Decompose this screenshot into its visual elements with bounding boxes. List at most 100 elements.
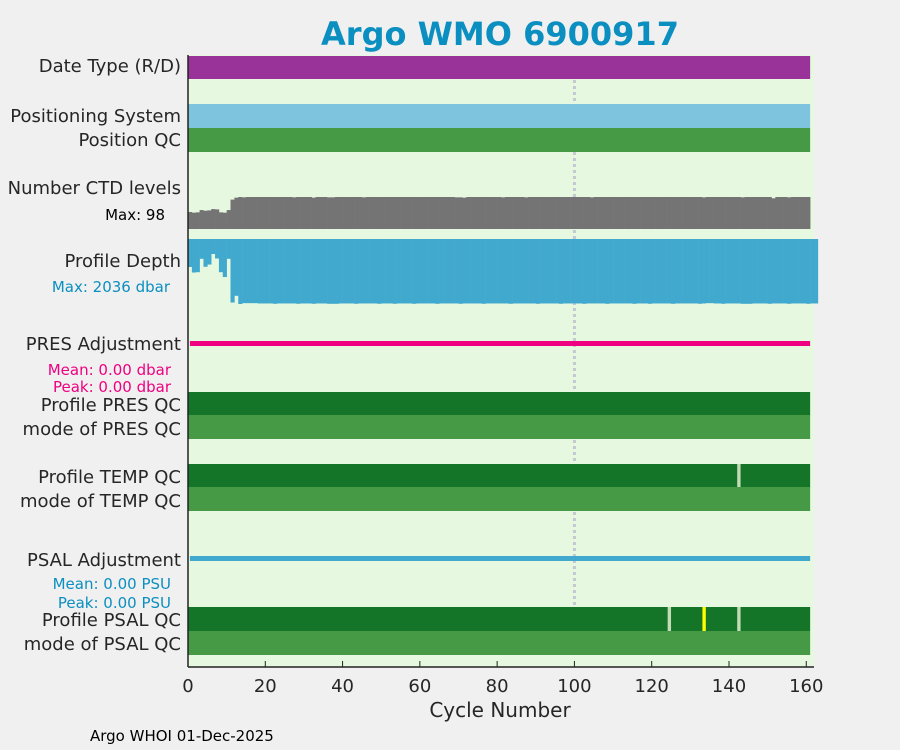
profile-depth-bar bbox=[659, 239, 664, 304]
label-profile-pres-qc: Profile PRES QC bbox=[41, 395, 181, 416]
ctd-levels-bar bbox=[717, 197, 722, 229]
profile-depth-bar bbox=[245, 239, 251, 304]
profile-depth-bar bbox=[373, 239, 378, 304]
pres-adjustment-line bbox=[189, 341, 811, 346]
profile-depth-bar bbox=[423, 239, 428, 304]
x-tick-label: 60 bbox=[408, 676, 431, 697]
profile-pres-qc-band bbox=[188, 392, 811, 416]
ctd-levels-bar bbox=[327, 197, 332, 229]
ctd-max-annotation: Max: 98 bbox=[105, 206, 165, 224]
profile-depth-bar bbox=[543, 239, 548, 304]
ctd-levels-bar bbox=[756, 197, 761, 229]
ctd-levels-bar bbox=[524, 197, 529, 229]
ctd-levels-bar bbox=[412, 197, 417, 229]
ctd-levels-bar bbox=[396, 197, 401, 229]
ctd-levels-bar bbox=[358, 197, 363, 229]
profile-depth-bar bbox=[253, 239, 258, 304]
ctd-levels-bar bbox=[763, 197, 768, 229]
ctd-levels-bar bbox=[790, 197, 795, 229]
ctd-levels-bar bbox=[458, 197, 463, 229]
profile-depth-bar bbox=[593, 239, 598, 304]
ctd-levels-bar bbox=[504, 197, 510, 229]
profile-depth-bar bbox=[280, 239, 285, 304]
ctd-levels-bar bbox=[234, 197, 239, 229]
profile-depth-bar bbox=[582, 239, 587, 304]
ctd-levels-bar bbox=[276, 197, 282, 229]
label-mode-psal-qc: mode of PSAL QC bbox=[24, 634, 181, 655]
profile-depth-bar bbox=[674, 239, 680, 304]
ctd-levels-bar bbox=[597, 197, 602, 229]
ctd-levels-bar bbox=[701, 197, 707, 229]
profile-depth-bar bbox=[199, 239, 204, 259]
ctd-levels-bar bbox=[454, 197, 459, 229]
ctd-levels-bar bbox=[759, 197, 765, 229]
profile-depth-bar bbox=[408, 239, 413, 304]
profile-depth-bar bbox=[752, 239, 757, 304]
ctd-levels-bar bbox=[435, 197, 440, 229]
profile-depth-bar bbox=[562, 239, 567, 304]
label-date-type: Date Type (R/D) bbox=[39, 56, 181, 77]
ctd-levels-bar bbox=[624, 197, 629, 229]
profile-depth-bar bbox=[242, 239, 247, 304]
x-tick-label: 80 bbox=[486, 676, 509, 697]
ctd-levels-bar bbox=[203, 210, 208, 229]
ctd-levels-bar bbox=[338, 197, 343, 229]
ctd-levels-bar bbox=[678, 197, 683, 229]
ctd-levels-bar bbox=[419, 197, 425, 229]
ctd-levels-bar bbox=[292, 197, 297, 229]
ctd-levels-bar bbox=[674, 197, 680, 229]
profile-depth-bar bbox=[786, 239, 792, 304]
ctd-levels-bar bbox=[640, 197, 645, 229]
ctd-levels-bar bbox=[245, 197, 251, 229]
ctd-levels-bar bbox=[802, 197, 807, 229]
position-qc-band bbox=[188, 128, 811, 152]
profile-depth-bar bbox=[211, 239, 216, 255]
ctd-levels-bar bbox=[516, 197, 521, 229]
ctd-levels-bar bbox=[191, 212, 197, 229]
profile-depth-bar bbox=[632, 239, 637, 304]
profile-depth-bar bbox=[381, 239, 386, 304]
depth-max-annotation: Max: 2036 dbar bbox=[52, 278, 171, 296]
profile-depth-bar bbox=[682, 239, 687, 304]
profile-depth-bar bbox=[446, 239, 452, 304]
ctd-levels-bar bbox=[354, 197, 359, 229]
ctd-levels-bar bbox=[651, 197, 656, 229]
ctd-levels-bar bbox=[601, 197, 606, 229]
x-tick-label: 160 bbox=[789, 676, 823, 697]
ctd-levels-bar bbox=[698, 197, 703, 229]
profile-depth-bar bbox=[713, 239, 718, 304]
ctd-levels-bar bbox=[771, 198, 776, 229]
profile-depth-bar bbox=[188, 239, 193, 267]
date-type-band bbox=[188, 56, 811, 79]
ctd-levels-bar bbox=[593, 197, 598, 229]
profile-depth-bar bbox=[230, 239, 235, 303]
ctd-levels-bar bbox=[439, 197, 444, 229]
ctd-levels-bar bbox=[218, 212, 224, 229]
profile-depth-bar bbox=[439, 239, 444, 304]
profile-depth-bar bbox=[814, 239, 819, 304]
profile-depth-bar bbox=[315, 239, 320, 304]
ctd-levels-bar bbox=[361, 197, 367, 229]
ctd-levels-bar bbox=[481, 197, 486, 229]
ctd-levels-bar bbox=[632, 197, 637, 229]
profile-depth-bar bbox=[589, 239, 595, 304]
label-profile-psal-qc: Profile PSAL QC bbox=[42, 610, 181, 631]
profile-depth-bar bbox=[195, 239, 200, 273]
profile-depth-bar bbox=[346, 239, 351, 304]
profile-depth-bar bbox=[717, 239, 722, 304]
profile-depth-bar bbox=[215, 239, 220, 259]
psal-adjustment-line bbox=[189, 556, 811, 561]
profile-depth-bar bbox=[574, 239, 579, 304]
ctd-levels-bar bbox=[303, 197, 309, 229]
ctd-levels-bar bbox=[748, 197, 753, 229]
ctd-levels-bar bbox=[528, 197, 533, 229]
ctd-levels-bar bbox=[535, 197, 540, 229]
profile-depth-bar bbox=[226, 239, 231, 259]
ctd-levels-bar bbox=[188, 212, 193, 229]
profile-temp-qc-band bbox=[188, 464, 811, 488]
profile-depth-bar bbox=[454, 239, 459, 304]
profile-depth-bar bbox=[779, 239, 784, 304]
ctd-levels-bar bbox=[628, 197, 633, 229]
profile-depth-bar bbox=[307, 239, 312, 304]
ctd-levels-bar bbox=[775, 197, 780, 229]
